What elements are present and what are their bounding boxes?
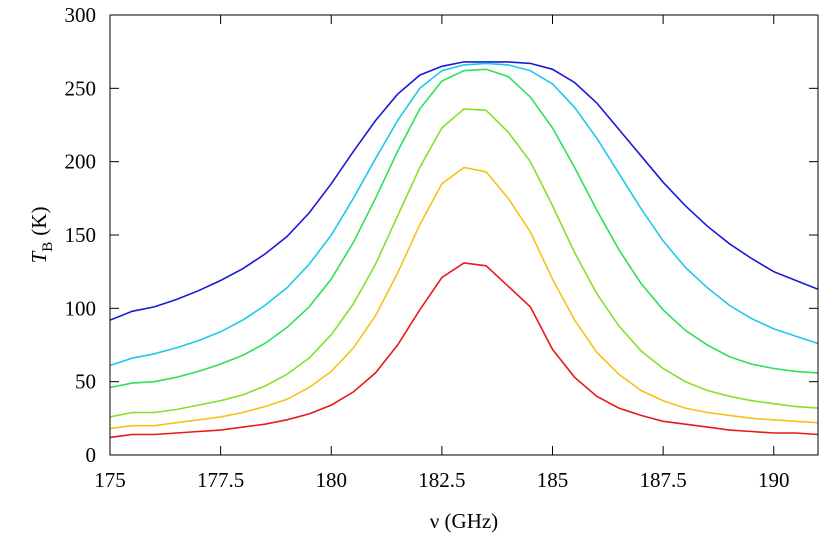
y-label-main: T (27, 250, 51, 263)
x-tick-label: 177.5 (197, 468, 244, 492)
series-line (109, 108, 819, 418)
series-line (109, 61, 819, 321)
x-tick-label: 190 (758, 468, 790, 492)
y-tick-label: 100 (65, 296, 97, 320)
series-line (109, 262, 819, 439)
x-axis-label: ν (GHz) (430, 509, 498, 533)
series-line (109, 166, 819, 430)
y-axis-label: TB (K) (27, 207, 56, 264)
x-tick-label: 180 (316, 468, 348, 492)
x-tick-label: 187.5 (640, 468, 687, 492)
y-label-sub: B (40, 242, 56, 252)
y-tick-label: 250 (65, 76, 97, 100)
x-tick-label: 175 (94, 468, 126, 492)
y-tick-label: 150 (65, 223, 97, 247)
x-tick-label: 182.5 (418, 468, 465, 492)
y-tick-label: 300 (65, 3, 97, 27)
series-line (109, 68, 819, 389)
x-tick-label: 185 (537, 468, 569, 492)
plot-frame (109, 14, 819, 456)
series-line (109, 62, 819, 367)
y-tick-label: 0 (86, 443, 97, 467)
y-label-unit: (K) (27, 207, 51, 236)
y-tick-label: 200 (65, 150, 97, 174)
y-tick-label: 50 (75, 370, 96, 394)
